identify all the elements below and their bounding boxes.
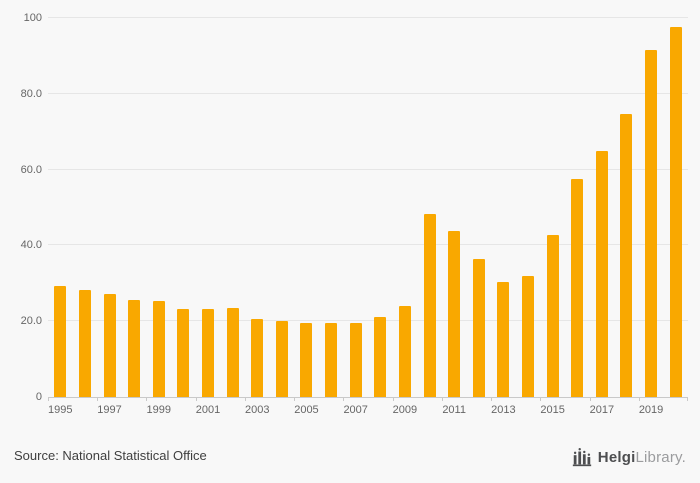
bar <box>374 317 387 397</box>
bar <box>275 320 288 397</box>
bar <box>522 276 534 397</box>
logo-text-library: Library <box>635 448 682 466</box>
x-tick-label: 2007 <box>343 404 368 416</box>
x-tick-label: 2005 <box>294 404 319 416</box>
x-axis-tick <box>441 397 443 401</box>
gridline <box>48 92 688 94</box>
gridline <box>48 17 688 18</box>
gridline <box>48 320 688 322</box>
x-axis-tick <box>343 397 345 401</box>
x-axis-tick <box>687 397 688 401</box>
bar <box>128 300 141 397</box>
bar <box>226 307 239 397</box>
bar <box>78 289 91 397</box>
bar <box>251 318 264 397</box>
bar <box>54 286 67 397</box>
plot-area <box>48 17 688 401</box>
x-tick-label: 2015 <box>540 404 565 416</box>
x-axis-tick <box>195 397 197 401</box>
x-axis-tick <box>146 397 148 401</box>
x-axis-tick <box>48 397 49 401</box>
y-axis-labels: 0 20.0 40.0 60.0 80.0 100 <box>0 12 42 403</box>
bar <box>349 322 362 397</box>
x-tick-label: 1997 <box>97 404 122 416</box>
x-axis-tick <box>638 397 640 401</box>
x-axis-labels: 1995 1997 1999 2001 2003 2005 2007 2009 2011 2013… <box>48 404 688 418</box>
logo-text-dot: . <box>681 448 686 466</box>
x-tick-label: 1995 <box>48 404 73 416</box>
x-axis-tick <box>97 397 99 401</box>
bar <box>595 151 608 397</box>
x-tick-label: 2001 <box>195 404 221 416</box>
bar <box>103 293 116 397</box>
bar <box>202 309 214 397</box>
x-tick-label: 2019 <box>638 404 664 416</box>
y-tick-label: 0 <box>35 391 42 403</box>
x-tick-label: 2003 <box>244 404 270 416</box>
bar <box>669 27 682 397</box>
x-axis-tick <box>589 397 591 401</box>
y-tick-label: 40.0 <box>20 239 42 252</box>
y-tick-label: 60.0 <box>20 163 42 176</box>
bar <box>448 231 461 397</box>
x-tick-label: 2009 <box>392 404 418 416</box>
y-tick-label: 80.0 <box>20 87 42 100</box>
bar <box>423 214 436 397</box>
y-tick-label: 20.0 <box>20 315 42 328</box>
bar <box>177 309 190 397</box>
bar <box>571 179 584 397</box>
bar <box>325 323 338 397</box>
x-axis-tick <box>491 397 493 401</box>
helgi-library-logo-text: HelgiLibrary. <box>598 449 686 466</box>
source-text: Source: National Statistical Office <box>14 448 207 463</box>
x-axis-tick <box>294 397 296 401</box>
gridline <box>48 244 688 246</box>
logo-text-helgi: Helgi <box>597 448 636 466</box>
helgi-library-logo-icon <box>571 446 593 468</box>
bar <box>546 234 559 397</box>
bar <box>472 259 485 397</box>
x-tick-label: 2011 <box>442 404 466 416</box>
x-axis-tick <box>244 397 246 401</box>
x-tick-label: 2013 <box>491 404 516 416</box>
bar <box>300 323 313 397</box>
bar <box>645 49 658 397</box>
x-axis-tick <box>392 397 394 401</box>
helgi-library-logo[interactable]: HelgiLibrary. <box>571 446 686 468</box>
x-tick-label: 1999 <box>146 404 171 416</box>
x-axis-tick <box>540 397 542 401</box>
bar <box>398 305 411 397</box>
bar <box>620 114 633 397</box>
bar <box>152 300 165 397</box>
x-tick-label: 2017 <box>589 404 615 416</box>
gridline <box>48 168 688 170</box>
y-tick-label: 100 <box>23 12 42 24</box>
bar <box>497 281 510 397</box>
